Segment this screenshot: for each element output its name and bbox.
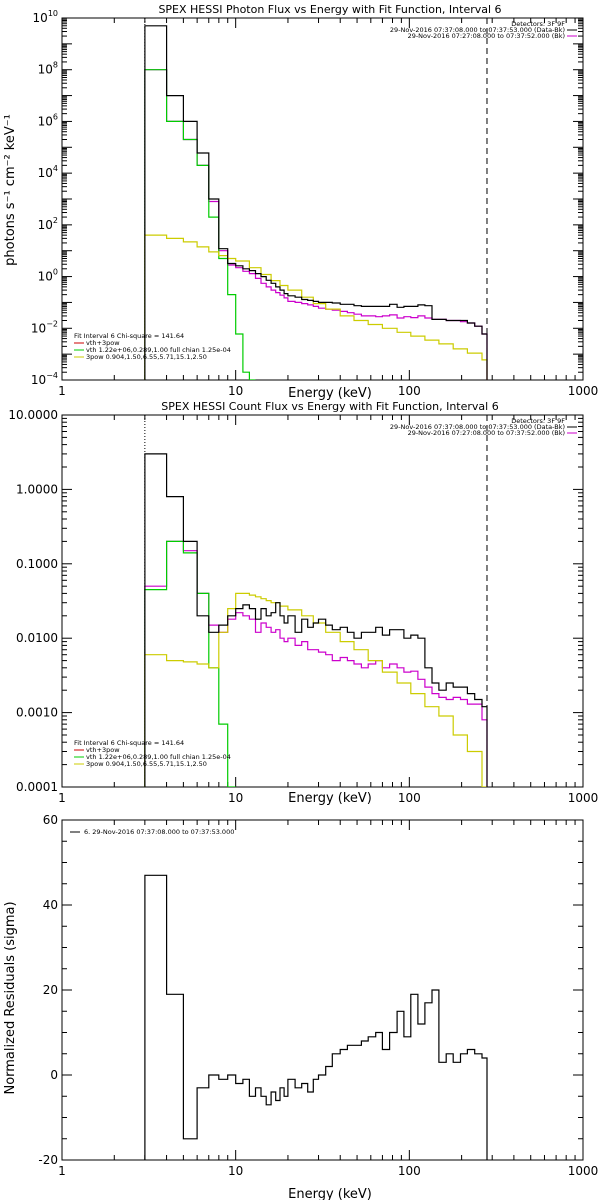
- data-area: [144, 874, 488, 1160]
- panel1-plot: 1 10 100 1000 10−4 10−2 100 102 104 106 108 1010 Det…: [31, 9, 598, 398]
- y-tick-label: 104: [38, 164, 58, 180]
- y-tick-label: 0: [50, 1068, 58, 1082]
- legend-bottomleft-text: vth 1.22e+06,0.289,1.00 full chian 1.25e…: [86, 753, 231, 761]
- legend-bottomleft-text: vth 1.22e+06,0.289,1.00 full chian 1.25e…: [86, 346, 231, 354]
- panel2-plot: 1 10 100 1000 0.0001 0.0010 0.0100 0.1000 1.0000…: [8, 408, 598, 805]
- y-tick-label: 0.0100: [16, 631, 58, 645]
- panel3-xlabel: Energy (keV): [288, 1187, 372, 1200]
- y-tick-label: 1010: [33, 9, 58, 25]
- legend-bottomleft-text: 3pow 0.904,1.50,6.55,5.71,15.1,2.50: [86, 353, 207, 361]
- panel1-ylabel: photons s⁻¹ cm⁻² keV⁻¹: [3, 114, 18, 266]
- y-tick-label: 0.0010: [16, 706, 58, 720]
- x-tick-label: 1000: [568, 791, 599, 805]
- legend-bottomleft-text: Fit Interval 6 Chi-square = 141.64: [74, 332, 184, 340]
- y-tick-label: 10−2: [31, 319, 58, 335]
- y-tick-label: 106: [38, 112, 58, 128]
- x-tick-label: 1000: [568, 384, 599, 398]
- y-tick-label: 40: [43, 898, 58, 912]
- y-tick-label: 10−4: [31, 371, 58, 387]
- x-tick-label: 1: [58, 1164, 66, 1178]
- y-tick-label: -20: [38, 1153, 58, 1167]
- plot-frame: [61, 17, 584, 381]
- x-tick-label: 1000: [568, 1164, 599, 1178]
- series-line-6-29-nov-2016-07-37-08-0: [144, 874, 488, 1160]
- legend-topright-text: Detectors: 3F 9F: [511, 20, 565, 28]
- legend-topright-text: 29-Nov-2016 07:27:08.000 to 07:37:52.000…: [408, 429, 565, 437]
- y-tick-label: 20: [43, 983, 58, 997]
- y-tick-label: 102: [38, 216, 58, 232]
- legend-bottomleft-text: vth+3pow: [86, 339, 120, 347]
- x-tick-label: 100: [398, 384, 421, 398]
- x-tick-label: 100: [398, 1164, 421, 1178]
- legend-bottomleft-text: Fit Interval 6 Chi-square = 141.64: [74, 739, 184, 747]
- y-tick-label: 0.0001: [16, 780, 58, 794]
- y-tick-label: 1.0000: [16, 482, 58, 496]
- series-line-vth-3pow: [144, 540, 488, 787]
- plot-frame: [61, 819, 584, 1161]
- plot-frame: [61, 414, 584, 788]
- y-tick-label: 0.1000: [16, 557, 58, 571]
- legend-bottomleft-text: vth+3pow: [86, 746, 120, 754]
- panel1-xlabel: Energy (keV): [288, 386, 372, 401]
- legend-topright-text: 29-Nov-2016 07:27:08.000 to 07:37:52.000…: [408, 32, 565, 40]
- data-area: [144, 18, 488, 380]
- x-tick-label: 1: [58, 791, 66, 805]
- y-tick-label: 60: [43, 813, 58, 827]
- legend-bottomleft-text: 3pow 0.904,1.50,6.55,5.71,15.1,2.50: [86, 760, 207, 768]
- y-tick-label: 10.0000: [8, 408, 58, 422]
- series-line-data-bk: [144, 25, 488, 380]
- x-tick-label: 10: [228, 384, 243, 398]
- series-line-data-bk: [144, 453, 488, 787]
- series-line-3pow: [144, 234, 488, 380]
- series-line-3pow: [144, 592, 487, 787]
- legend-topright-text: Detectors: 3F 9F: [511, 417, 565, 425]
- y-tick-label: 108: [38, 61, 58, 77]
- x-tick-label: 100: [398, 791, 421, 805]
- legend-topright-text: 29-Nov-2016 07:37:08.000 to 07:37:53.000…: [390, 26, 565, 34]
- x-tick-label: 10: [228, 791, 243, 805]
- series-line-vth: [144, 540, 236, 787]
- y-tick-label: 100: [38, 268, 58, 284]
- legend-topleft-text: 6. 29-Nov-2016 07:37:08.000 to 07:37:53.…: [84, 828, 234, 836]
- panel3-plot: 1 10 100 1000 -20 0 20 40 60 6. 29-Nov-2016 07:37…: [38, 813, 598, 1178]
- legend-topright-text: 29-Nov-2016 07:37:08.000 to 07:37:53.000…: [390, 423, 565, 431]
- x-tick-label: 1: [58, 384, 66, 398]
- panel1-title: SPEX HESSI Photon Flux vs Energy with Fi…: [158, 3, 501, 16]
- panel3-ylabel: Normalized Residuals (sigma): [3, 901, 18, 1094]
- series-line-vth-3pow: [144, 69, 488, 380]
- panel2-title: SPEX HESSI Count Flux vs Energy with Fit…: [161, 400, 498, 413]
- data-area: [144, 415, 488, 787]
- x-tick-label: 10: [228, 1164, 243, 1178]
- panel2-xlabel: Energy (keV): [288, 791, 372, 806]
